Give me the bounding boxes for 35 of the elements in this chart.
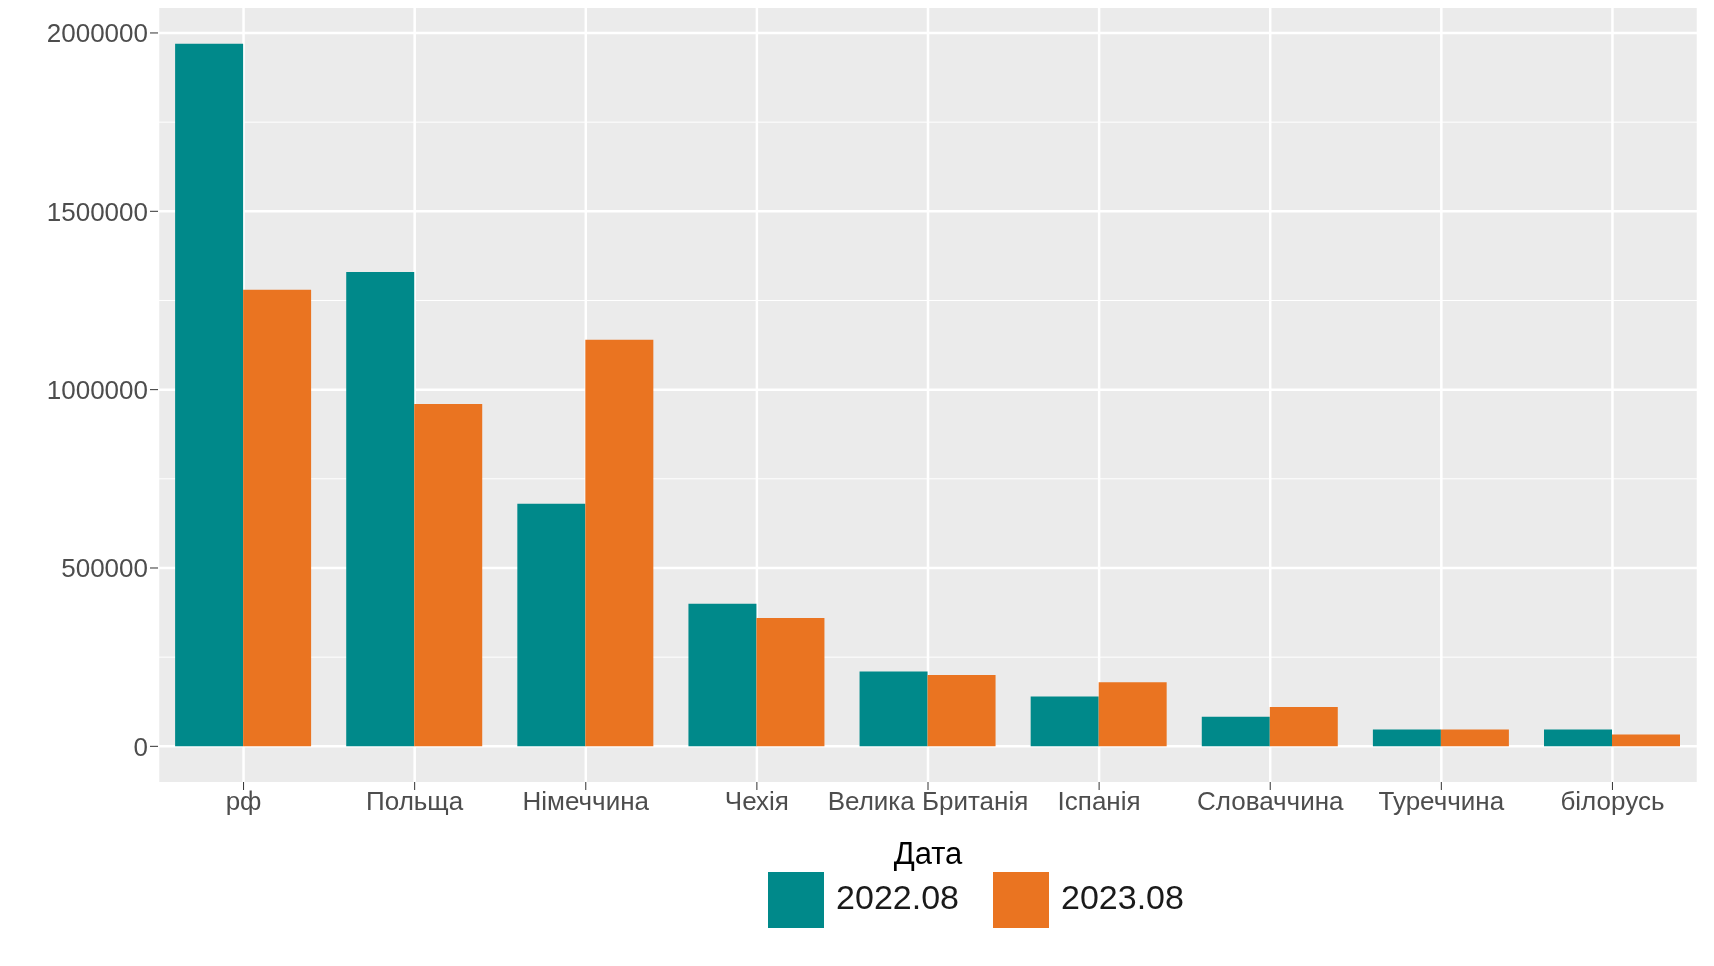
bar [585, 339, 654, 747]
legend-label: 2022.08 [836, 877, 959, 916]
y-tick-label: 1500000 [46, 196, 148, 227]
x-tick-label: білорусь [1560, 786, 1665, 817]
bar [927, 675, 996, 747]
bar [1544, 729, 1612, 747]
x-tick-label: Німеччина [522, 786, 650, 817]
x-tick-label: Туреччина [1378, 786, 1505, 817]
bar [1612, 734, 1680, 747]
bar [1098, 682, 1167, 747]
bar [1440, 729, 1509, 747]
y-tick-label: 1000000 [46, 374, 148, 405]
bar [1372, 729, 1441, 747]
bar [243, 289, 312, 747]
bar [859, 671, 928, 747]
x-tick-label: Словаччина [1196, 786, 1345, 817]
y-tick-label: 2000000 [46, 18, 148, 49]
bar [175, 43, 244, 747]
x-tick-label: рф [225, 786, 262, 817]
bar [1030, 696, 1099, 747]
legend-label: 2023.08 [1061, 877, 1184, 916]
x-tick-label: Іспанія [1057, 786, 1141, 817]
x-tick-label: Велика Британія [827, 786, 1029, 817]
bar [688, 603, 757, 747]
bar [1269, 707, 1338, 747]
x-tick-label: Чехія [724, 786, 789, 817]
y-tick-label: 500000 [61, 553, 148, 584]
x-tick-label: Польща [366, 786, 464, 817]
bar [517, 503, 586, 747]
bar [346, 271, 415, 747]
bar [414, 403, 483, 747]
bar [756, 617, 825, 747]
y-tick-label: 0 [133, 731, 148, 762]
x-axis-title: Дата [893, 836, 964, 871]
bar [1201, 716, 1270, 747]
